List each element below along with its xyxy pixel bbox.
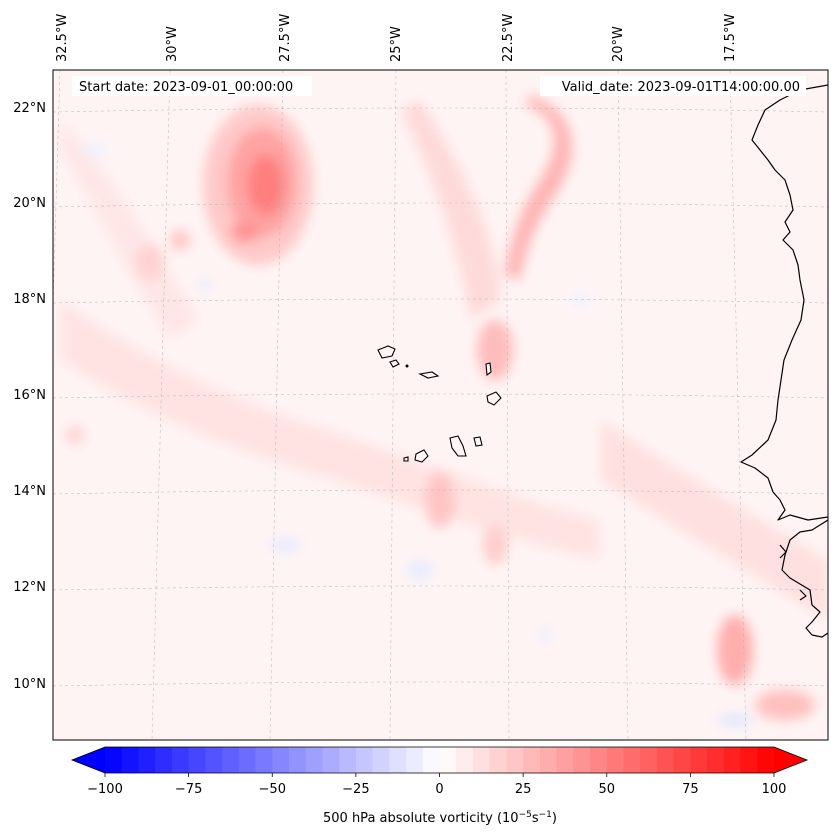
colorbar-segment: [339, 747, 357, 773]
colorbar-segment: [556, 747, 574, 773]
island-santo-antao: [377, 345, 396, 359]
island-sao-nicolau: [418, 371, 440, 379]
colorbar-segment: [155, 747, 173, 773]
colorbar-segment: [472, 747, 491, 773]
colorbar-segment: [305, 747, 323, 773]
lat-label: 12°N: [13, 580, 46, 595]
colorbar-title: 500 hPa absolute vorticity (10−5s−1): [323, 810, 557, 826]
lat-label: 10°N: [13, 677, 46, 692]
lon-label: 30°W: [165, 26, 180, 62]
colorbar-tick-label: 0: [435, 782, 443, 797]
valid-date-label: Valid_date: 2023-09-01T14:00:00.00: [562, 80, 800, 95]
colorbar-segment: [272, 747, 290, 773]
island-brava: [403, 456, 409, 462]
map-border: [52, 69, 829, 741]
africa-coastline-south: [781, 519, 828, 638]
lon-label: 32.5°W: [55, 14, 70, 62]
colorbar-ticks: −100 −75 −50 −25 0 25 50 75 100: [87, 773, 786, 797]
colorbar-segment: [422, 747, 440, 773]
colorbar-segment: [690, 747, 708, 773]
colorbar-segment: [506, 747, 524, 773]
colorbar-segment: [138, 747, 156, 773]
colorbar: −100 −75 −50 −25 0 25 50 75 100 500 hPa absolute…: [70, 746, 809, 826]
lat-label: 16°N: [13, 388, 46, 403]
colorbar-segment: [205, 747, 223, 773]
colorbar-segment: [406, 747, 424, 773]
lon-label: 25°W: [389, 26, 404, 62]
colorbar-segment: [372, 747, 390, 773]
colorbar-segment: [489, 747, 507, 773]
lon-label: 17.5°W: [723, 14, 738, 62]
lat-label: 14°N: [13, 484, 46, 499]
island-maio: [473, 436, 483, 447]
colorbar-segment: [539, 747, 558, 773]
lat-label: 18°N: [13, 292, 46, 307]
colorbar-segment: [523, 747, 541, 773]
colorbar-segment: [439, 747, 457, 773]
colorbar-segment: [740, 747, 758, 773]
vorticity-field: Start date: 2023-09-01_00:00:00 Valid_da…: [53, 70, 828, 740]
latitude-labels: 22°N 20°N 18°N 16°N 14°N 12°N 10°N: [13, 101, 46, 692]
colorbar-segment: [640, 747, 658, 773]
lat-label: 20°N: [13, 196, 46, 211]
colorbar-segment: [590, 747, 608, 773]
colorbar-min-extension: [72, 747, 105, 773]
colorbar-segment: [222, 747, 240, 773]
colorbar-tick-label: 50: [598, 782, 615, 797]
colorbar-segment: [456, 747, 474, 773]
start-date-label: Start date: 2023-09-01_00:00:00: [79, 80, 293, 95]
vorticity-shading: [60, 95, 828, 726]
graticule: [53, 70, 828, 740]
colorbar-tick-label: −75: [175, 782, 202, 797]
colorbar-segment: [171, 747, 190, 773]
colorbar-segment: [121, 747, 139, 773]
island-sal: [485, 362, 492, 377]
colorbar-tick-label: 100: [762, 782, 787, 797]
colorbar-segment: [355, 747, 374, 773]
colorbar-segment: [288, 747, 307, 773]
lat-label: 22°N: [13, 101, 46, 116]
island-boa-vista: [486, 391, 502, 406]
colorbar-tick-label: −25: [342, 782, 369, 797]
colorbar-segment: [238, 747, 257, 773]
colorbar-segment: [757, 747, 775, 773]
colorbar-tick-label: 75: [682, 782, 699, 797]
colorbar-tick-label: −100: [87, 782, 123, 797]
colorbar-segment: [105, 747, 123, 773]
colorbar-max-extension: [774, 747, 807, 773]
island-fogo: [414, 449, 429, 463]
colorbar-segment: [255, 747, 273, 773]
colorbar-segments: [105, 747, 775, 773]
lon-label: 27.5°W: [278, 14, 293, 62]
colorbar-segment: [322, 747, 340, 773]
africa-coastline: [740, 84, 828, 521]
colorbar-segment: [723, 747, 742, 773]
colorbar-segment: [606, 747, 624, 773]
colorbar-tick-label: −50: [259, 782, 286, 797]
lon-label: 22.5°W: [501, 14, 516, 62]
island-santiago: [449, 435, 467, 457]
colorbar-segment: [673, 747, 691, 773]
colorbar-tick-label: 25: [515, 782, 532, 797]
colorbar-segment: [389, 747, 407, 773]
colorbar-segment: [188, 747, 206, 773]
colorbar-segment: [707, 747, 725, 773]
colorbar-segment: [656, 747, 675, 773]
lon-label: 20°W: [611, 26, 626, 62]
longitude-labels: 32.5°W 30°W 27.5°W 25°W 22.5°W 20°W 17.5…: [55, 14, 738, 62]
cape-verde-islands: [377, 345, 502, 463]
colorbar-segment: [573, 747, 591, 773]
colorbar-segment: [623, 747, 641, 773]
island-sao-vicente: [389, 359, 400, 368]
